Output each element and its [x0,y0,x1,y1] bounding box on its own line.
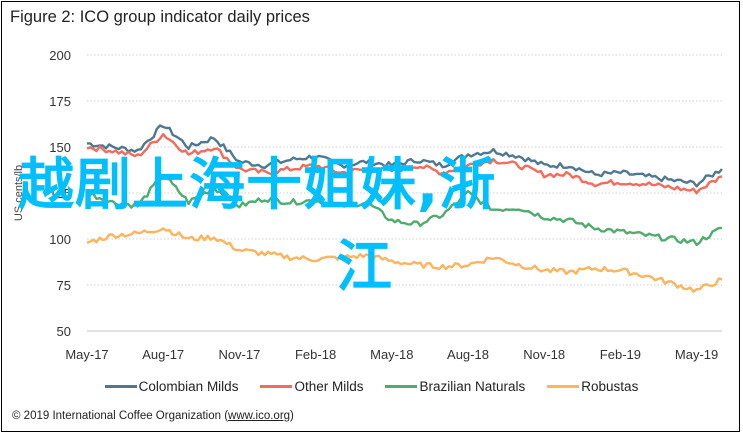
x-tick-label: Feb-18 [295,347,336,362]
x-tick-label: Aug-18 [447,347,489,362]
legend-swatch-brazilian-naturals [385,385,418,388]
legend-label: Robustas [581,379,639,394]
figure-title: Figure 2: ICO group indicator daily pric… [10,8,310,26]
y-tick-label: 75 [57,278,71,293]
legend-item: Other Milds [260,379,363,394]
copyright-footer: © 2019 International Coffee Organization… [12,410,294,422]
series-line-colombian-milds [87,124,723,188]
series-line-other-milds [86,132,723,195]
y-axis-ticks: 50 75 100 125 150 175 200 [49,48,71,339]
y-tick-label: 175 [49,94,71,109]
ico-website-link[interactable]: www.ico.org [228,410,291,422]
legend-label: Colombian Milds [138,379,239,394]
legend-label: Brazilian Naturals [419,379,526,394]
y-tick-label: 125 [49,186,71,201]
legend-swatch-other-milds [260,385,293,388]
x-tick-label: Feb-19 [600,347,641,362]
x-tick-label: May-17 [65,347,108,362]
legend: Colombian Milds Other Milds Brazilian Na… [0,379,743,394]
copyright-close: ) [290,410,294,422]
x-axis-ticks: May-17 Aug-17 Nov-17 Feb-18 May-18 Aug-18 Nov-… [65,347,718,362]
y-axis-label: US cents/lb [13,165,25,221]
x-tick-label: May-18 [370,347,413,362]
legend-label: Other Milds [294,379,364,394]
legend-item: Colombian Milds [104,379,239,394]
gridlines [87,54,722,332]
copyright-text: © 2019 International Coffee Organization… [12,410,229,422]
legend-item: Brazilian Naturals [385,379,525,394]
y-tick-label: 200 [49,48,71,63]
legend-item: Robustas [547,379,638,394]
y-tick-label: 100 [49,232,71,247]
x-tick-label: May-19 [675,347,718,362]
y-tick-label: 150 [49,140,71,155]
legend-swatch-robustas [547,385,580,388]
legend-swatch-colombian-milds [104,385,137,388]
x-tick-label: Nov-17 [218,347,260,362]
x-tick-label: Aug-17 [142,347,184,362]
series-line-brazilian-naturals [86,174,723,247]
y-tick-label: 50 [57,324,71,339]
series-line-robustas [86,227,723,293]
x-tick-label: Nov-18 [523,347,565,362]
series-lines [86,124,723,293]
